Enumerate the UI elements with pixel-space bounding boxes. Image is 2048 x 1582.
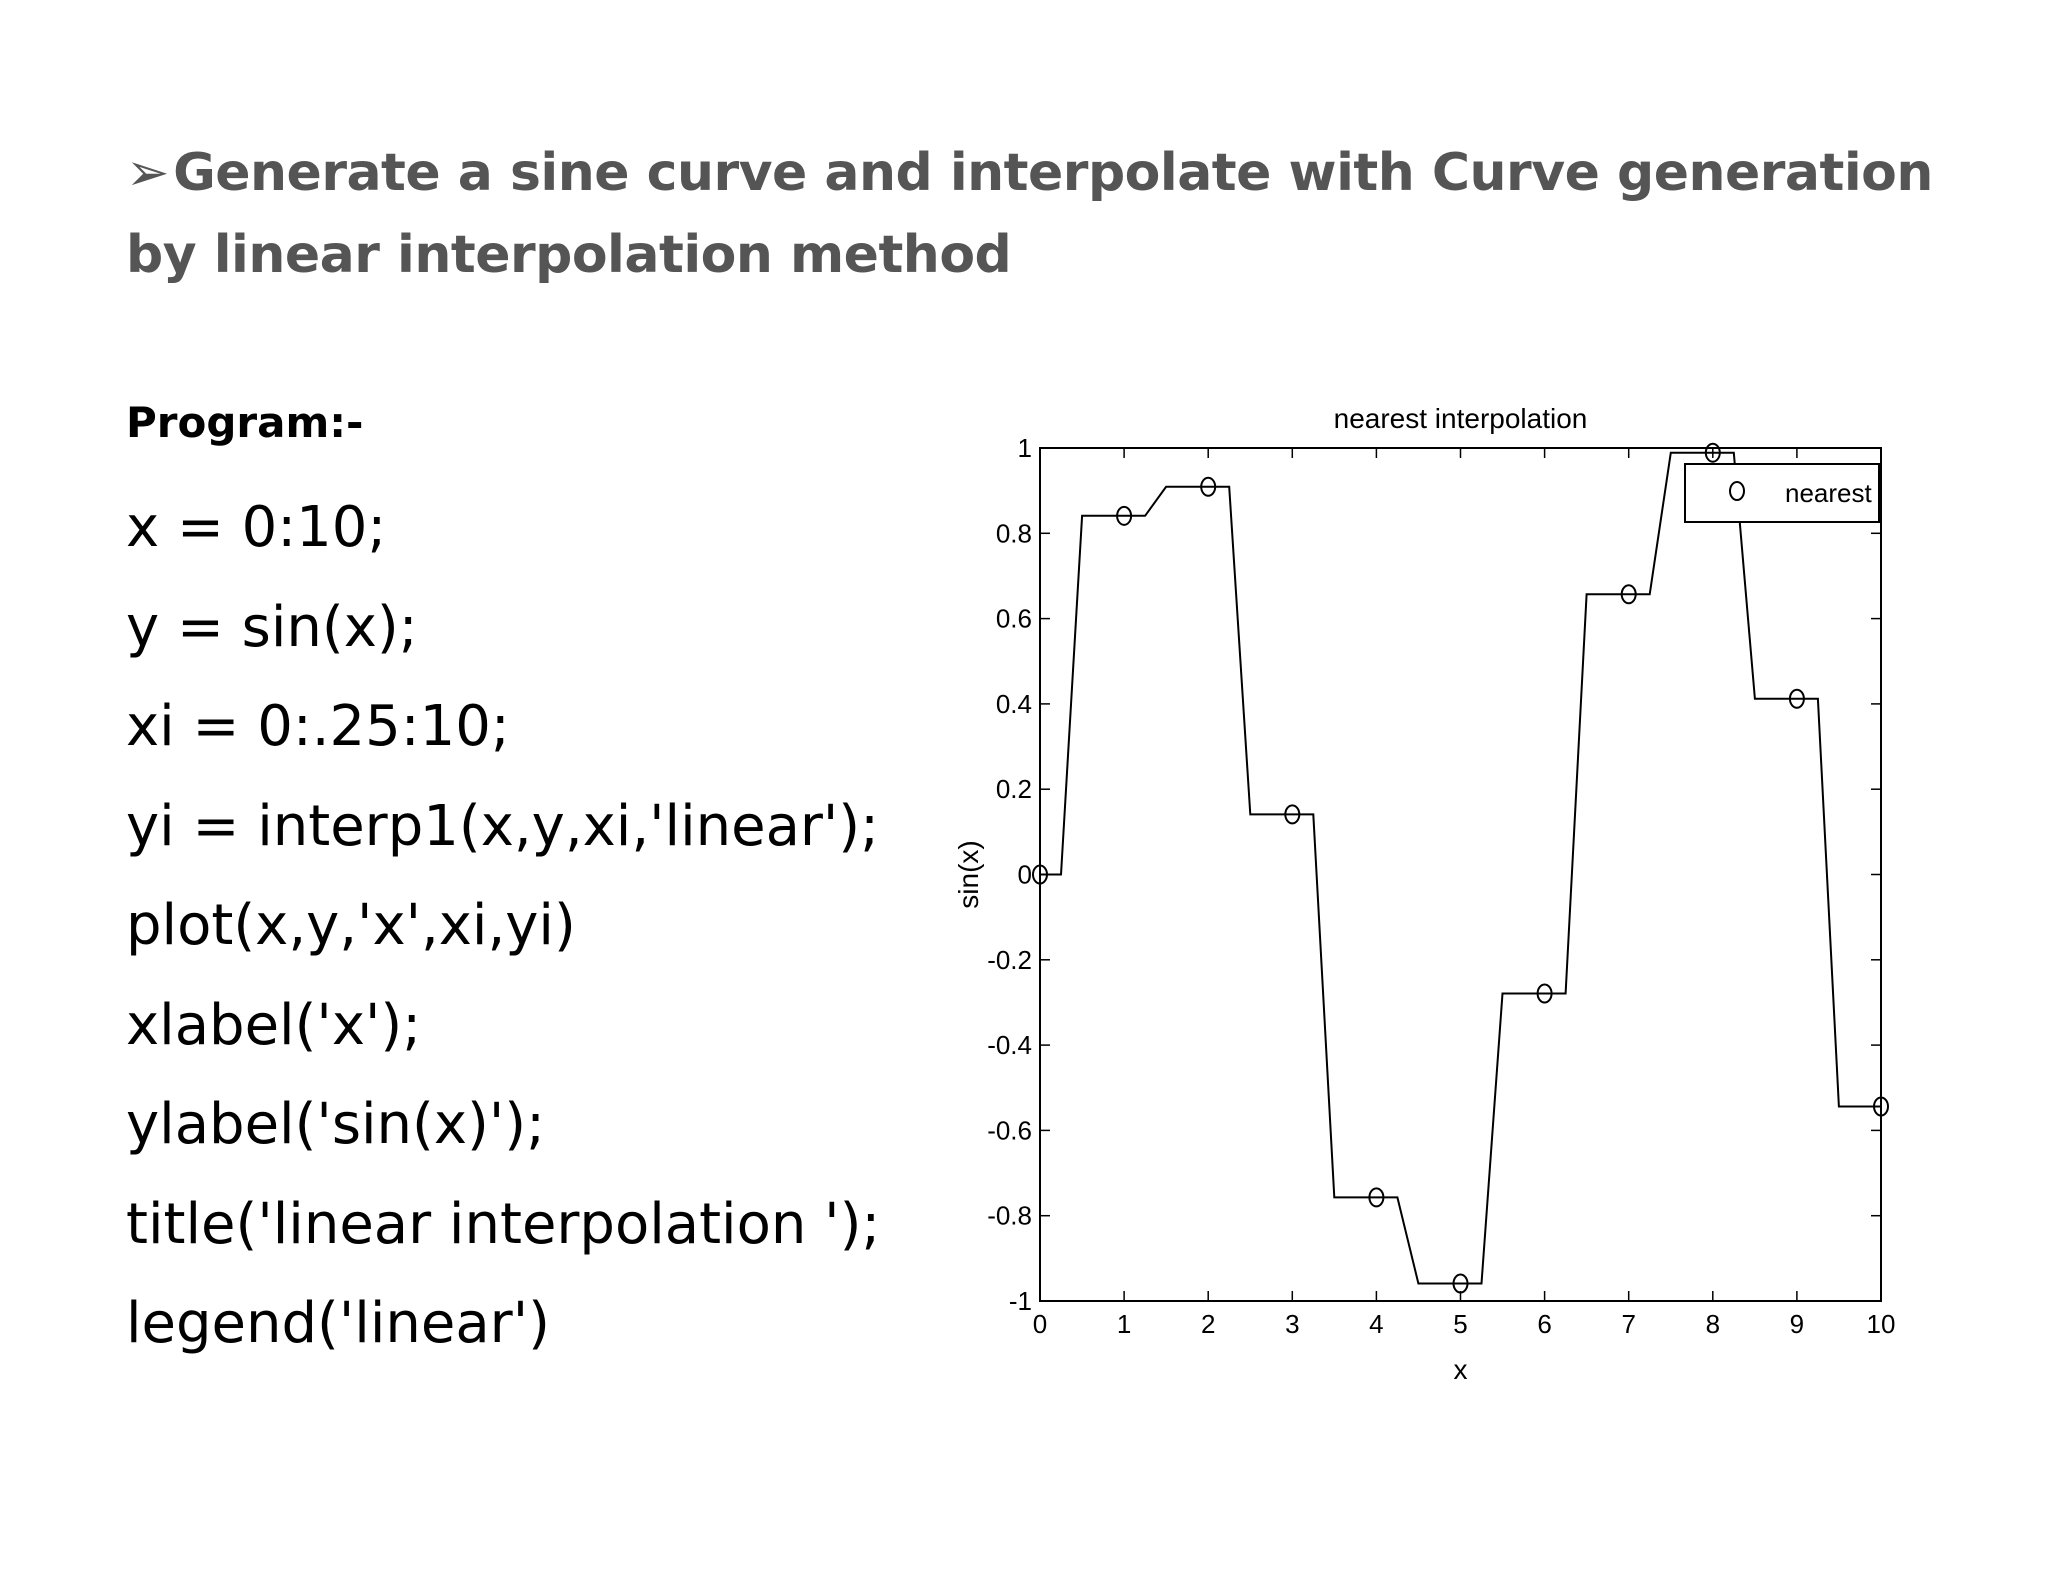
y-tick-label: -0.2: [987, 945, 1032, 975]
x-tick-label: 5: [1453, 1309, 1467, 1339]
x-tick-label: 0: [1033, 1309, 1047, 1339]
x-tick-label: 2: [1201, 1309, 1215, 1339]
x-tick-label: 9: [1790, 1309, 1804, 1339]
y-tick-label: 0.6: [996, 604, 1032, 634]
slide-heading: ➢Generate a sine curve and interpolate w…: [126, 132, 1946, 296]
data-point-marker: [1873, 1096, 1889, 1117]
x-tick-label: 3: [1285, 1309, 1299, 1339]
code-line: xi = 0:.25:10;: [126, 694, 510, 759]
program-label: Program:-: [126, 398, 364, 447]
arrow-bullet-icon: ➢: [126, 143, 170, 203]
code-line: x = 0:10;: [126, 495, 387, 560]
data-point-marker: [1536, 983, 1553, 1004]
chart-title: nearest interpolation: [1334, 403, 1588, 434]
y-tick-label: 1: [1018, 433, 1032, 463]
y-tick-label: -1: [1009, 1286, 1032, 1316]
data-point-marker: [1620, 584, 1637, 605]
plot-area-frame: [1039, 447, 1882, 1302]
code-line: yi = interp1(x,y,xi,'linear');: [126, 793, 880, 859]
data-point-marker: [1284, 804, 1301, 825]
data-point-marker: [1116, 505, 1133, 526]
y-axis-label: sin(x): [953, 840, 984, 908]
interpolated-line-series: [1040, 451, 1881, 1285]
data-point-marker: [1452, 1273, 1469, 1294]
y-tick-label: 0.2: [996, 774, 1032, 804]
y-tick-label: 0: [1018, 860, 1032, 890]
code-line: y = sin(x);: [126, 594, 418, 660]
y-tick-label: -0.6: [987, 1115, 1032, 1145]
y-tick-label: 0.4: [996, 689, 1032, 719]
x-tick-label: 4: [1369, 1309, 1383, 1339]
code-listing: x = 0:10; y = sin(x); xi = 0:.25:10; yi …: [126, 478, 880, 1374]
data-point-marker: [1032, 864, 1048, 885]
x-tick-label: 10: [1867, 1309, 1896, 1339]
legend-label: nearest: [1785, 478, 1872, 508]
data-point-marker: [1704, 442, 1721, 463]
data-point-marker: [1368, 1187, 1385, 1208]
code-line: legend('linear'): [126, 1291, 550, 1356]
code-line: title('linear interpolation ');: [126, 1191, 881, 1257]
data-point-marker: [1200, 476, 1217, 497]
x-tick-label: 8: [1706, 1309, 1720, 1339]
code-line: xlabel('x');: [126, 992, 422, 1058]
legend-marker: [1729, 481, 1745, 501]
legend-box: [1684, 463, 1880, 523]
slide-heading-text: Generate a sine curve and interpolate wi…: [126, 143, 1933, 285]
data-point-marker: [1788, 688, 1805, 709]
x-tick-label: 7: [1621, 1309, 1635, 1339]
code-line: ylabel('sin(x)');: [126, 1092, 545, 1157]
code-line: plot(x,y,'x',xi,yi): [126, 893, 576, 958]
interpolation-chart: nearest interpolation 0 1 2 3 4 5 6 7 8 9 10 1 0.8 0.6…: [953, 403, 1896, 1385]
x-axis-label: x: [1454, 1354, 1468, 1385]
y-tick-label: -0.4: [987, 1030, 1032, 1060]
x-tick-label: 6: [1537, 1309, 1551, 1339]
x-tick-label: 1: [1117, 1309, 1131, 1339]
y-tick-label: 0.8: [996, 518, 1032, 548]
y-tick-label: -0.8: [987, 1201, 1032, 1231]
